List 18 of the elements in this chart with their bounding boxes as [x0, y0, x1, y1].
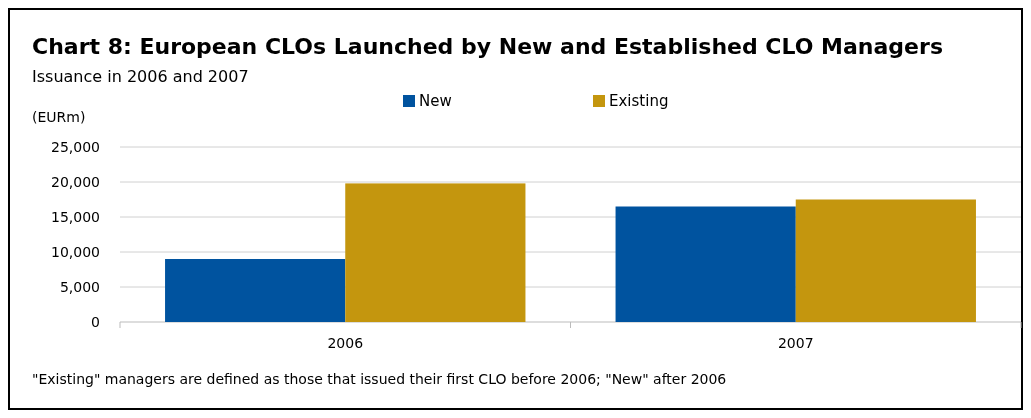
- x-tick-label: 2006: [327, 335, 364, 351]
- y-tick-label: 20,000: [51, 173, 100, 190]
- chart-title: Chart 8: European CLOs Launched by New and Established CLO Managers: [32, 34, 943, 59]
- legend-label: New: [419, 92, 452, 110]
- y-tick-label: 0: [91, 313, 100, 330]
- bar: [345, 183, 526, 322]
- legend-label: Existing: [609, 92, 669, 110]
- bar: [795, 199, 976, 322]
- y-tick-label: 10,000: [51, 243, 100, 260]
- text: "Existing" managers are defined as those that issued their first CLO before 2006; "New" after 2006: [32, 371, 727, 387]
- y-tick-label: 15,000: [51, 208, 100, 225]
- x-tick-label: 2007: [777, 335, 814, 351]
- bar: [615, 206, 796, 322]
- y-tick-label: 25,000: [51, 138, 100, 155]
- y-axis-title: (EURm): [32, 109, 86, 125]
- y-tick-label: 5,000: [59, 278, 100, 295]
- bar: [165, 259, 346, 322]
- chart-subtitle: Issuance in 2006 and 2007: [32, 67, 249, 86]
